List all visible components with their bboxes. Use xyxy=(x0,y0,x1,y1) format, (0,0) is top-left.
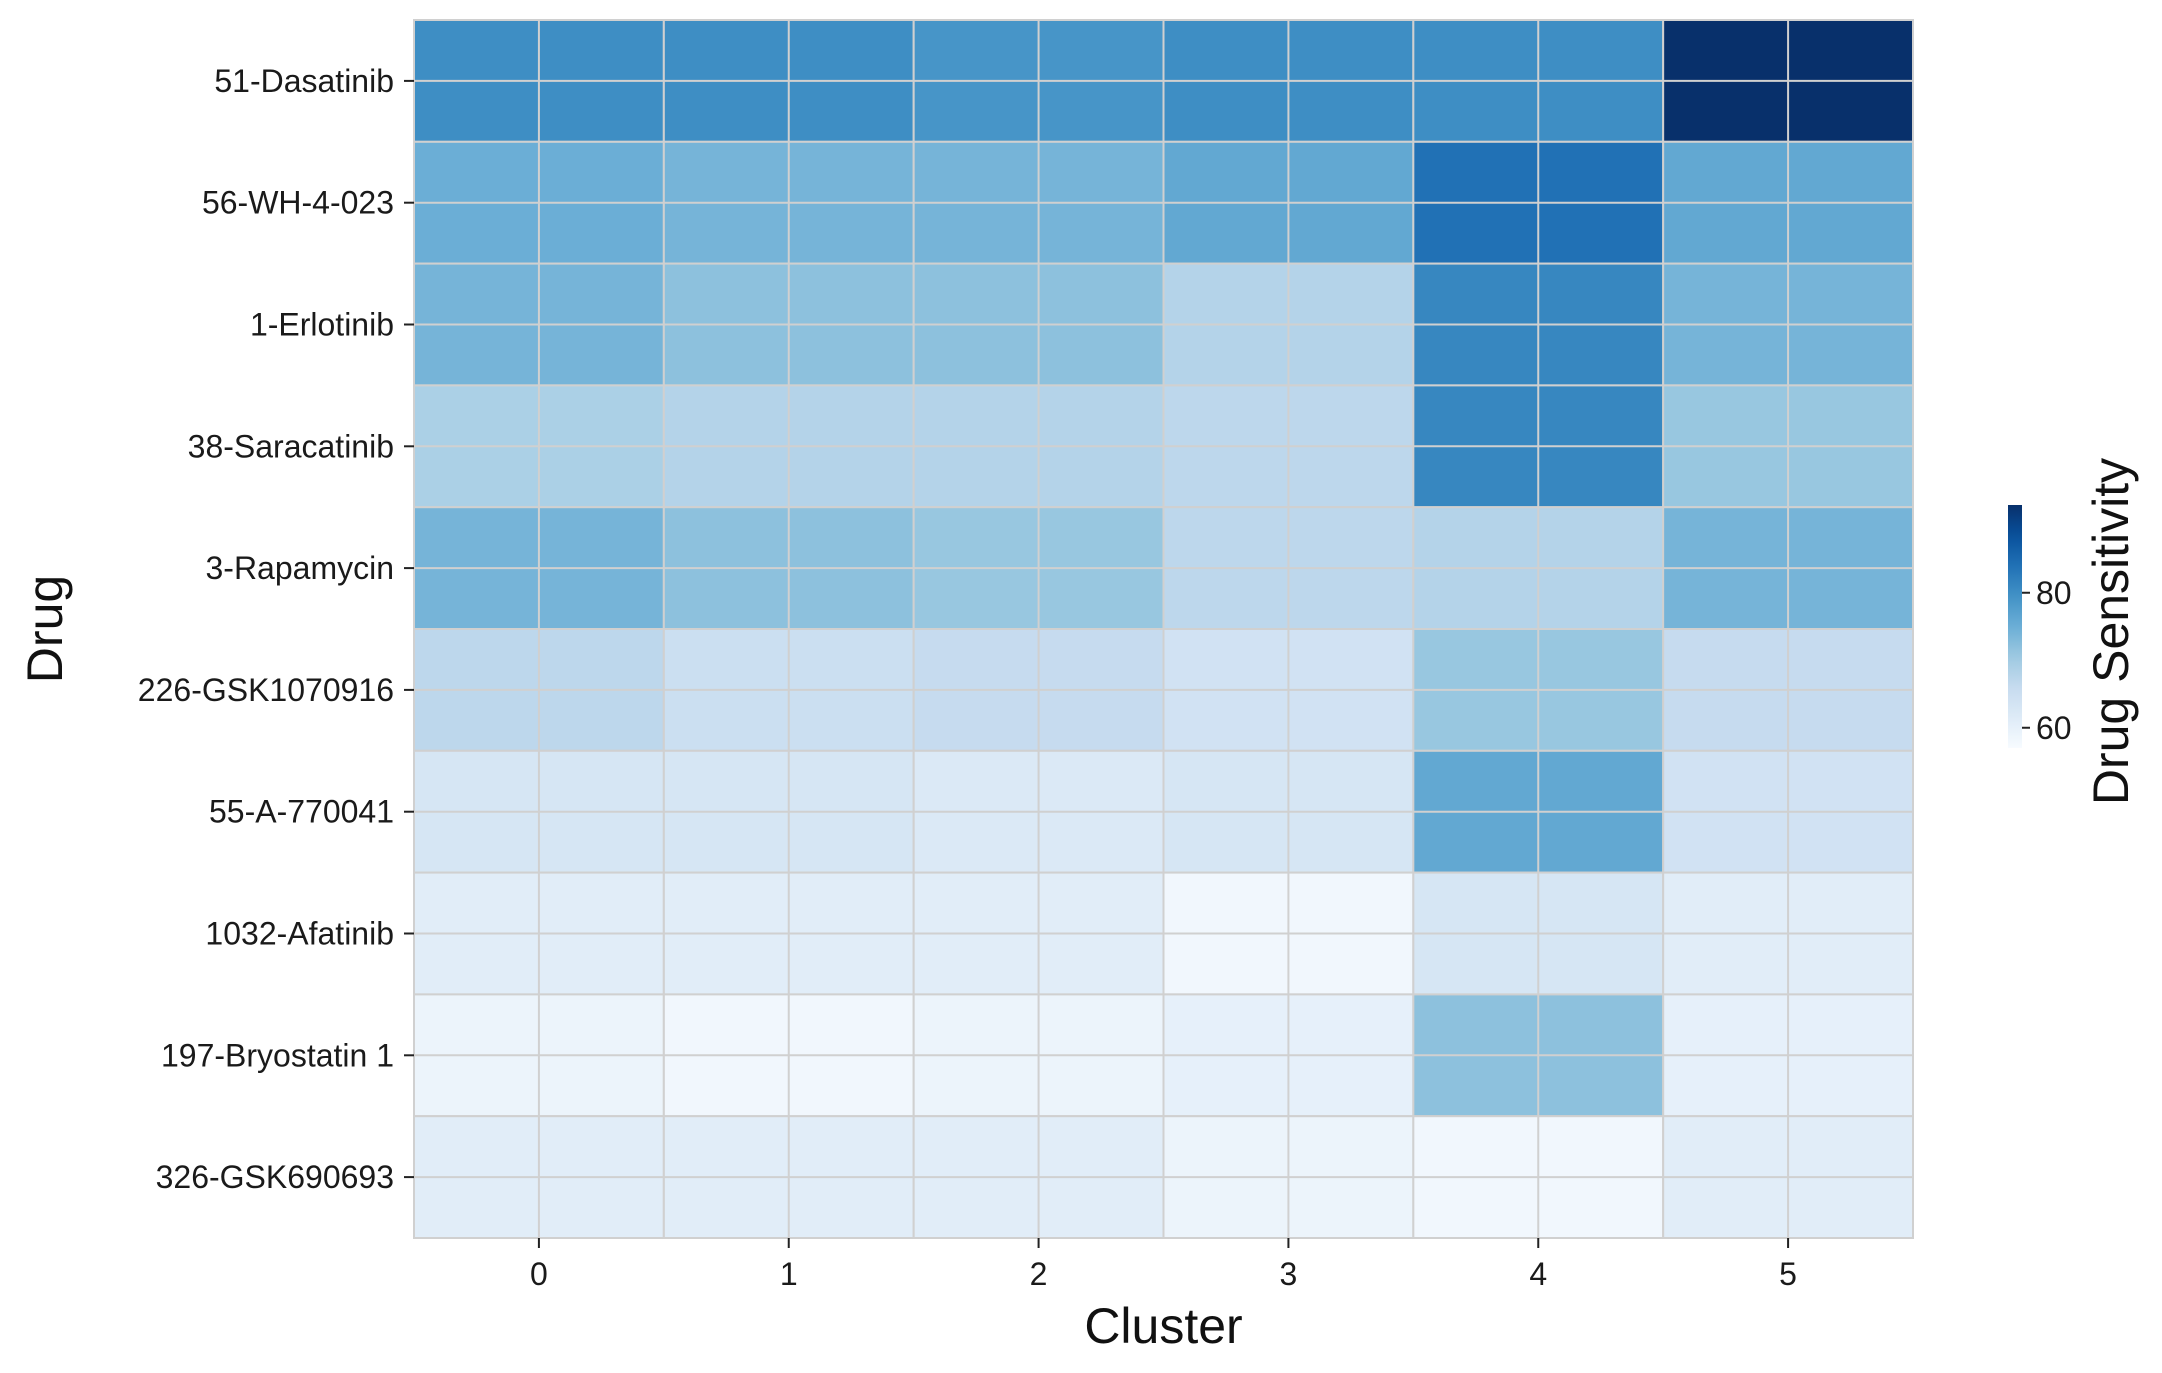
x-tick-label: 2 xyxy=(1030,1256,1048,1292)
y-tick-label: 51-Dasatinib xyxy=(214,63,394,99)
y-tick-label: 38-Saracatinib xyxy=(188,428,394,464)
colorbar-tick-label: 60 xyxy=(2036,710,2072,746)
x-tick-label: 5 xyxy=(1779,1256,1797,1292)
y-tick-label: 55-A-770041 xyxy=(209,794,394,830)
y-axis-title: Drug xyxy=(17,575,73,683)
x-tick-labels: 0 1 2 3 4 5 xyxy=(530,1238,1797,1292)
y-tick-label: 326-GSK690693 xyxy=(156,1159,394,1195)
x-tick-label: 1 xyxy=(780,1256,798,1292)
colorbar-tick-label: 80 xyxy=(2036,575,2072,611)
x-tick-label: 0 xyxy=(530,1256,548,1292)
heatmap-cells xyxy=(413,19,1914,1239)
y-tick-label: 3-Rapamycin xyxy=(205,550,394,586)
x-tick-label: 4 xyxy=(1529,1256,1547,1292)
colorbar-scale xyxy=(2008,505,2022,748)
y-tick-labels: 51-Dasatinib 56-WH-4-023 1-Erlotinib 38-Sar… xyxy=(138,63,414,1195)
y-tick-label: 226-GSK1070916 xyxy=(138,672,394,708)
colorbar-title: Drug Sensitivity xyxy=(2083,458,2139,805)
plot-frame xyxy=(413,19,1914,1239)
y-tick-label: 1032-Afatinib xyxy=(205,916,394,952)
y-tick-label: 1-Erlotinib xyxy=(250,307,394,343)
y-tick-label: 56-WH-4-023 xyxy=(202,185,394,221)
x-axis-title: Cluster xyxy=(1084,1298,1242,1354)
y-tick-label: 197-Bryostatin 1 xyxy=(161,1037,394,1073)
colorbar: 60 80 xyxy=(2008,505,2072,748)
x-tick-label: 3 xyxy=(1280,1256,1298,1292)
